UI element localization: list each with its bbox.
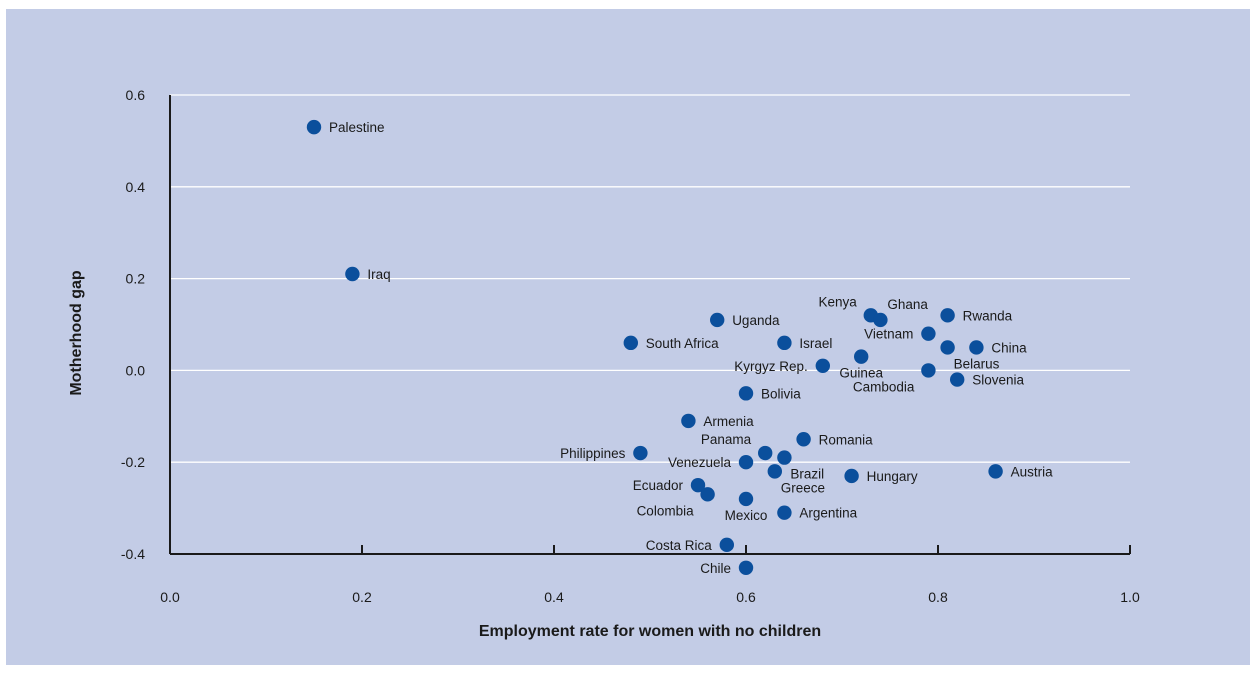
point-greece xyxy=(767,464,782,479)
point-cambodia xyxy=(921,363,936,378)
point-ghana xyxy=(873,312,888,328)
point-chile xyxy=(738,560,754,575)
label-ecuador: Ecuador xyxy=(633,478,684,493)
label-cambodia: Cambodia xyxy=(853,379,915,394)
label-south-africa: South Africa xyxy=(646,336,719,351)
label-slovenia: Slovenia xyxy=(972,373,1024,388)
label-kyrgyz-rep: Kyrgyz Rep. xyxy=(734,359,808,374)
chart-panel: -0.4 -0.2 0.0 0.2 0.4 0.6 0.0 0.2 0.4 0.6 0.8 1.0 P… xyxy=(6,9,1250,665)
tick-labels: -0.4 -0.2 0.0 0.2 0.4 0.6 0.0 0.2 0.4 0.6 0.8 1.0 xyxy=(121,87,1140,605)
label-china: China xyxy=(991,340,1027,355)
point-vietnam xyxy=(921,326,936,341)
point-romania xyxy=(796,432,811,447)
y-tick-label: 0.2 xyxy=(126,271,146,287)
point-mexico xyxy=(738,491,754,507)
y-tick-label: -0.2 xyxy=(121,454,145,470)
point-panama xyxy=(758,445,773,461)
point-austria xyxy=(988,464,1003,479)
label-hungary: Hungary xyxy=(867,469,918,484)
label-israel: Israel xyxy=(799,336,832,351)
x-tick-label: 0.4 xyxy=(544,589,564,605)
label-palestine: Palestine xyxy=(329,120,385,135)
x-tick-label: 0.8 xyxy=(928,589,948,605)
point-china xyxy=(969,340,984,355)
point-colombia xyxy=(700,487,715,502)
label-austria: Austria xyxy=(1011,464,1054,479)
y-axis-title: Motherhood gap xyxy=(68,270,85,396)
label-panama: Panama xyxy=(701,432,752,447)
y-tick-label: 0.4 xyxy=(126,179,146,195)
label-kenya: Kenya xyxy=(819,294,858,309)
label-venezuela: Venezuela xyxy=(668,455,732,470)
point-palestine xyxy=(306,119,322,135)
point-rwanda xyxy=(940,308,955,323)
point-hungary xyxy=(844,468,859,484)
label-mexico: Mexico xyxy=(725,508,768,523)
label-belarus: Belarus xyxy=(954,356,1000,371)
axes xyxy=(169,95,1131,555)
label-vietnam: Vietnam xyxy=(864,327,913,342)
point-brazil xyxy=(777,450,792,465)
label-ghana: Ghana xyxy=(887,297,928,312)
x-tick-label: 0.0 xyxy=(160,589,180,605)
point-south-africa xyxy=(623,335,638,351)
y-tick-label: -0.4 xyxy=(121,546,145,562)
point-labels: Palestine Iraq South Africa Uganda Israel Kyr… xyxy=(329,120,1053,576)
label-iraq: Iraq xyxy=(367,267,390,282)
x-tick-label: 0.2 xyxy=(352,589,372,605)
label-uganda: Uganda xyxy=(732,313,780,328)
label-bolivia: Bolivia xyxy=(761,386,801,401)
point-uganda xyxy=(710,312,725,328)
point-belarus xyxy=(940,340,955,355)
y-tick-label: 0.6 xyxy=(126,87,146,103)
data-points xyxy=(306,119,1003,575)
label-argentina: Argentina xyxy=(799,506,857,521)
point-guinea xyxy=(854,349,869,364)
point-philippines xyxy=(633,445,648,461)
label-rwanda: Rwanda xyxy=(963,308,1013,323)
point-iraq xyxy=(345,266,360,282)
point-costa-rica xyxy=(719,537,734,553)
label-costa-rica: Costa Rica xyxy=(646,538,713,553)
point-ecuador xyxy=(690,477,706,493)
y-tick-label: 0.0 xyxy=(126,362,146,378)
x-tick-label: 1.0 xyxy=(1120,589,1140,605)
point-kyrgyz-rep xyxy=(815,358,830,374)
x-tick-label: 0.6 xyxy=(736,589,756,605)
point-bolivia xyxy=(738,386,754,401)
point-israel xyxy=(777,335,792,351)
scatter-chart: -0.4 -0.2 0.0 0.2 0.4 0.6 0.0 0.2 0.4 0.6 0.8 1.0 P… xyxy=(68,87,1140,640)
label-chile: Chile xyxy=(700,561,731,576)
point-armenia xyxy=(681,413,696,429)
point-venezuela xyxy=(738,455,754,470)
x-axis-title: Employment rate for women with no childr… xyxy=(479,623,821,640)
label-philippines: Philippines xyxy=(560,446,626,461)
gridlines xyxy=(170,94,1130,463)
label-brazil: Brazil xyxy=(790,467,824,482)
label-guinea: Guinea xyxy=(839,366,883,381)
point-argentina xyxy=(777,505,792,520)
label-colombia: Colombia xyxy=(637,503,695,518)
label-armenia: Armenia xyxy=(703,414,754,429)
label-greece: Greece xyxy=(781,480,825,495)
point-slovenia xyxy=(950,372,965,387)
label-romania: Romania xyxy=(819,432,874,447)
